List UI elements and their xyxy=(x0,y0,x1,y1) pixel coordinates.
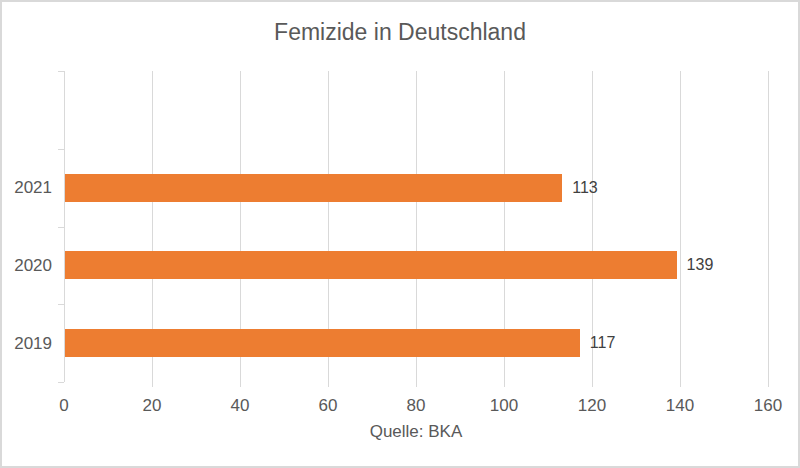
category-tick-mark xyxy=(58,227,64,228)
category-tick-mark xyxy=(58,304,64,305)
x-tick-label: 80 xyxy=(386,396,446,416)
gridline xyxy=(680,71,681,387)
gridline xyxy=(768,71,769,387)
category-label: 2020 xyxy=(2,257,52,274)
bar-value-label: 139 xyxy=(687,257,714,273)
x-tick-label: 120 xyxy=(562,396,622,416)
category-tick-mark xyxy=(58,71,64,72)
x-tick-label: 160 xyxy=(738,396,798,416)
bar-2021 xyxy=(65,174,562,202)
x-tick-label: 60 xyxy=(298,396,358,416)
category-label: 2021 xyxy=(2,179,52,196)
x-tick-label: 20 xyxy=(122,396,182,416)
category-label: 2019 xyxy=(2,335,52,352)
bar-value-label: 113 xyxy=(572,180,598,196)
x-axis-title-source: Quelle: BKA xyxy=(64,422,768,442)
bar-value-label: 117 xyxy=(590,335,616,351)
x-tick-label: 100 xyxy=(474,396,534,416)
x-tick-label: 40 xyxy=(210,396,270,416)
category-tick-mark xyxy=(58,382,64,383)
x-tick-label: 140 xyxy=(650,396,710,416)
x-tick-label: 0 xyxy=(34,396,94,416)
femicide-bar-chart: Femizide in Deutschland 0204060801001201… xyxy=(0,0,800,468)
bar-2019 xyxy=(65,329,580,357)
bar-2020 xyxy=(65,251,677,279)
category-tick-mark xyxy=(58,149,64,150)
plot-area: 0 20 40 60 80 100 120 140 160 2021 113 2020 139 2019 1… xyxy=(2,2,798,466)
